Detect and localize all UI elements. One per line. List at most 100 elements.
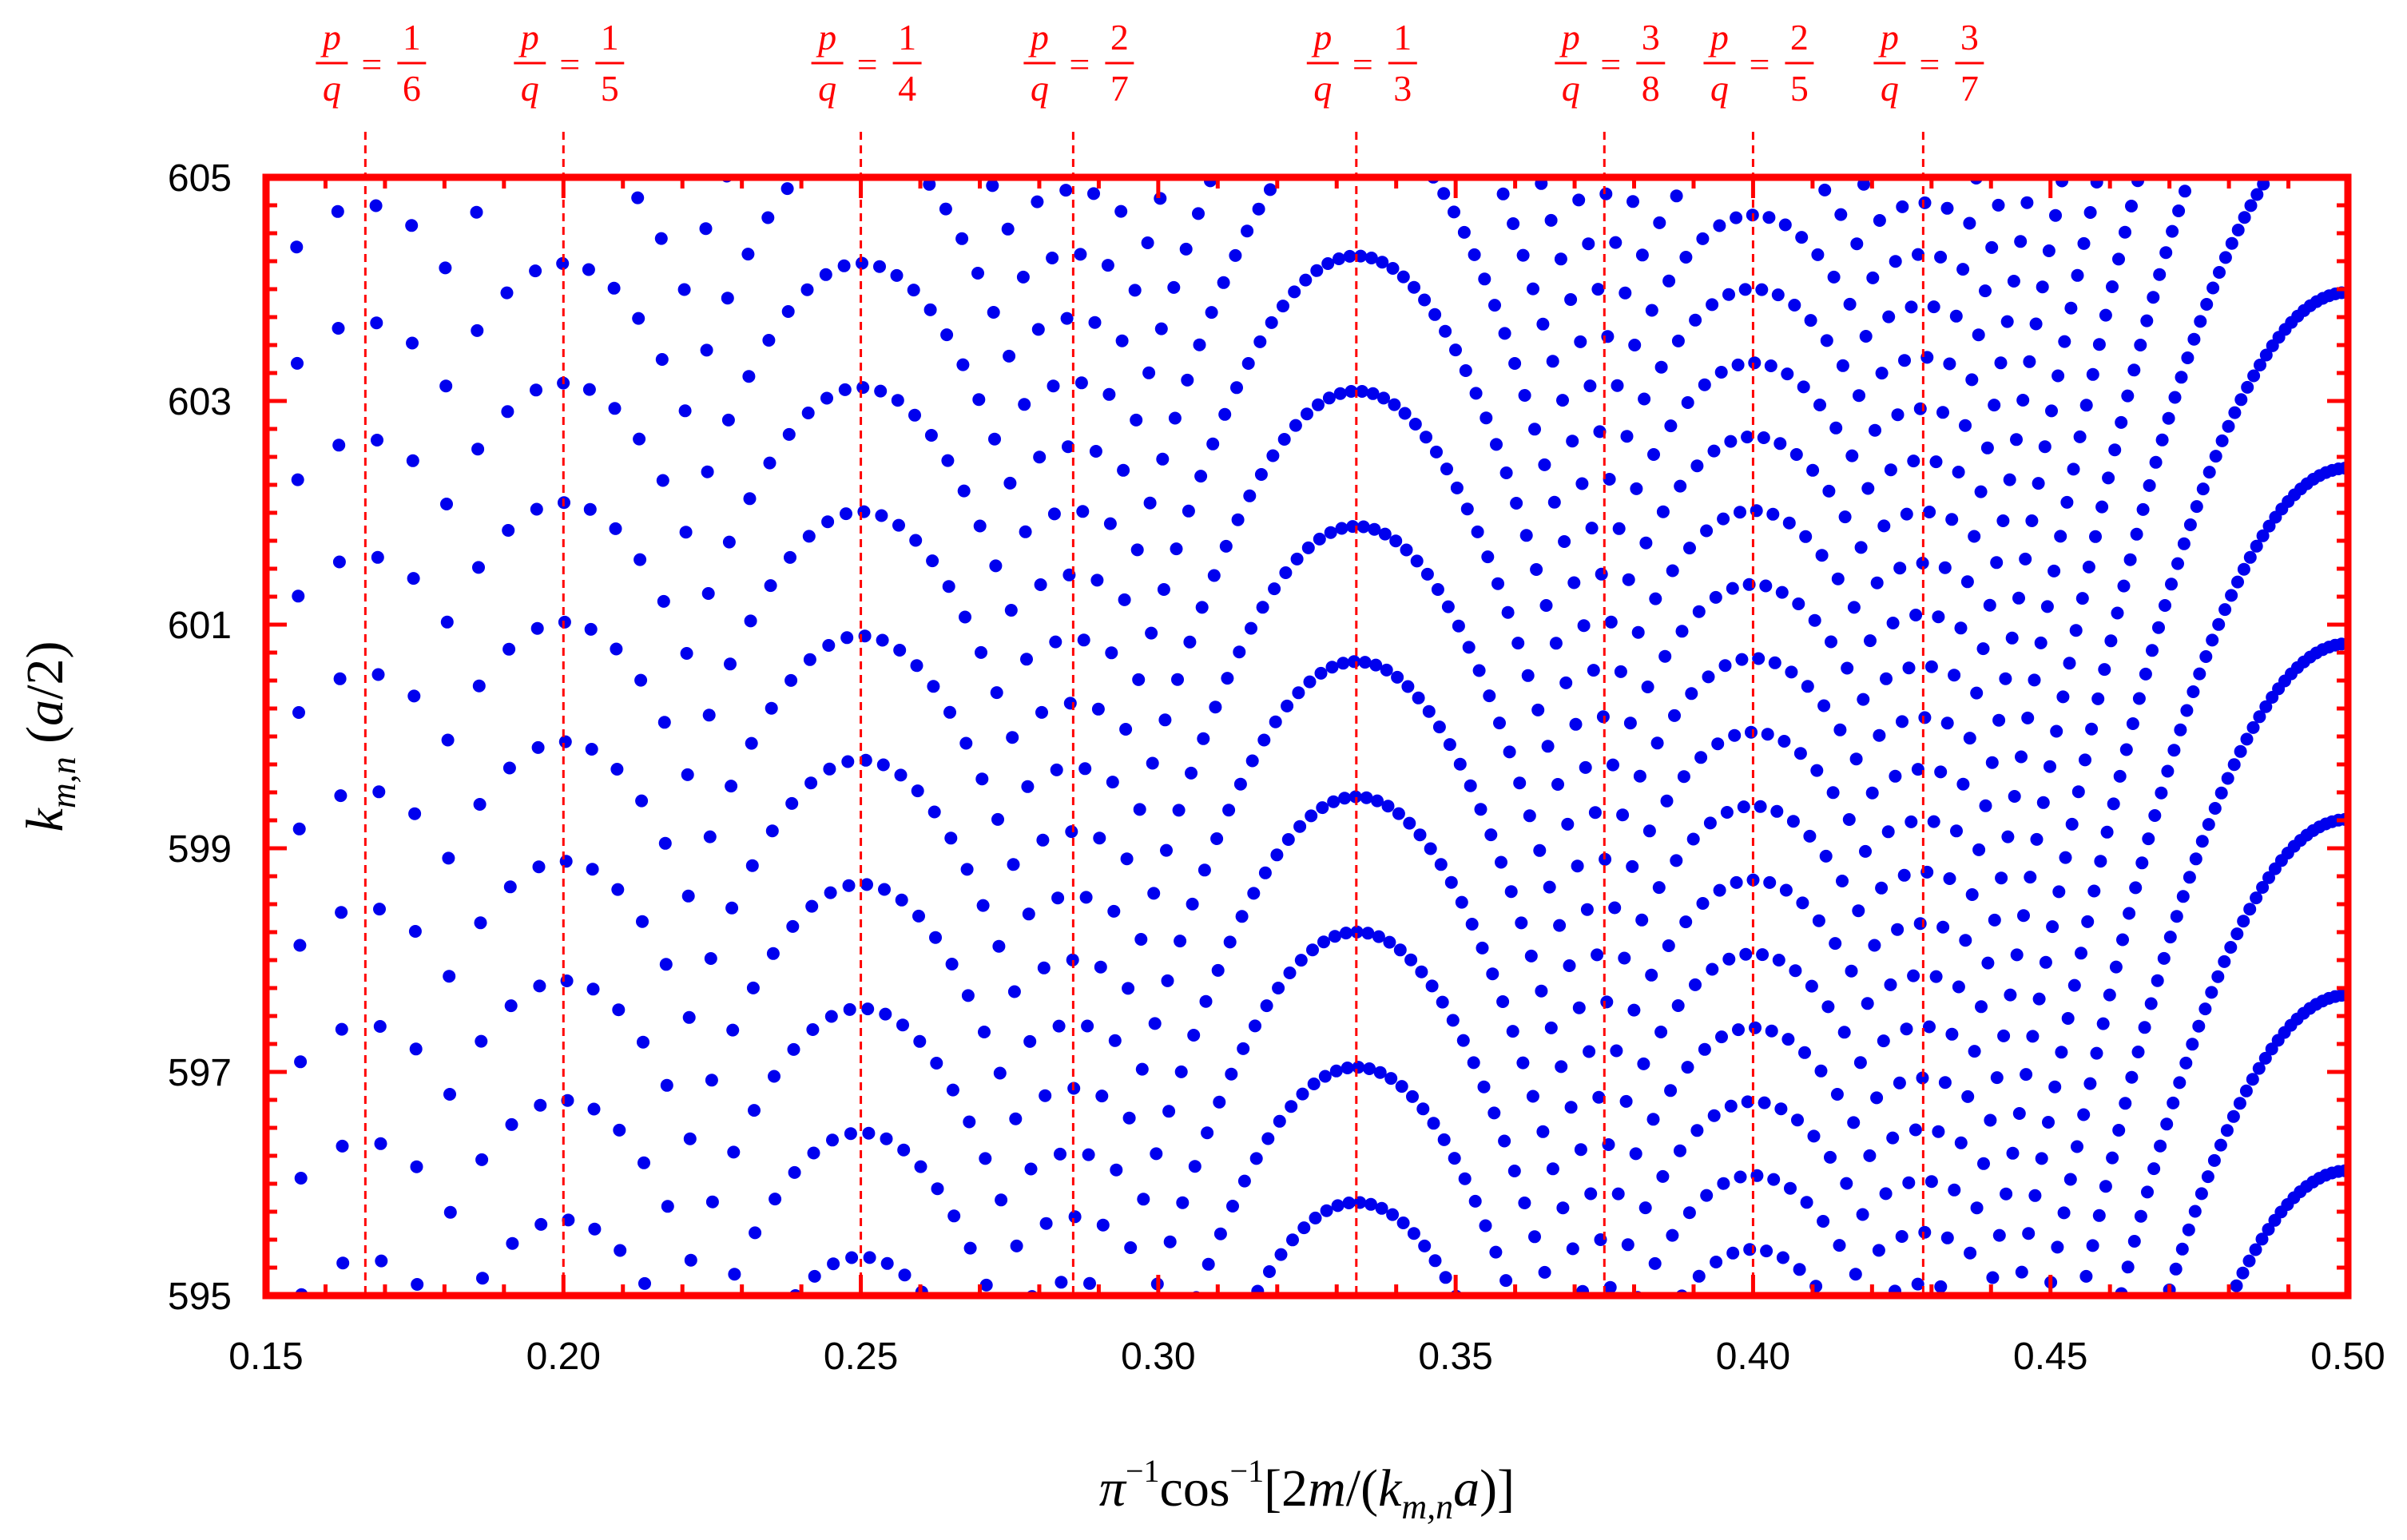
data-point <box>1679 915 1693 929</box>
data-point <box>702 708 716 722</box>
data-point <box>1713 883 1726 897</box>
data-point <box>1341 1062 1354 1074</box>
data-point <box>945 958 959 970</box>
data-point <box>1664 1084 1678 1097</box>
data-point <box>1059 184 1073 197</box>
data-point <box>1378 527 1392 541</box>
data-point <box>1765 1024 1778 1038</box>
data-point <box>1356 520 1370 534</box>
data-point <box>408 807 422 820</box>
data-point <box>1641 681 1654 693</box>
data-point <box>1584 1187 1598 1201</box>
data-point <box>1868 939 1881 952</box>
data-point <box>1968 1045 1981 1058</box>
data-point <box>1207 569 1221 582</box>
data-point <box>1748 356 1762 370</box>
data-point <box>1465 918 1479 931</box>
data-point <box>2262 519 2276 533</box>
data-point <box>1047 507 1061 521</box>
data-point <box>1779 883 1793 897</box>
data-point <box>1444 875 1458 889</box>
data-point <box>1959 934 1972 947</box>
data-point <box>334 789 348 803</box>
data-point <box>1269 715 1282 728</box>
data-point <box>2134 339 2147 351</box>
data-point <box>1453 757 1467 771</box>
data-point <box>501 405 514 419</box>
data-point <box>476 1272 489 1285</box>
data-point <box>1825 635 1837 649</box>
data-point <box>1147 887 1161 900</box>
data-point <box>1943 872 1956 885</box>
data-point <box>1273 1114 1286 1128</box>
resonance-label: pq = 3 8 <box>1555 17 1666 109</box>
data-point <box>1293 820 1307 833</box>
data-point <box>2198 1002 2212 1016</box>
data-point <box>1301 541 1315 554</box>
data-point <box>1327 795 1341 808</box>
data-point <box>2226 1109 2240 1123</box>
data-point <box>1329 930 1341 943</box>
data-point <box>1755 283 1769 296</box>
data-point <box>439 379 453 393</box>
data-point <box>1737 800 1750 814</box>
data-point <box>1789 964 1802 978</box>
data-point <box>1007 858 1020 871</box>
data-point <box>1913 402 1927 415</box>
data-point <box>2183 518 2197 531</box>
data-point <box>979 1278 993 1292</box>
data-point <box>1001 222 1015 236</box>
data-point <box>584 622 598 636</box>
data-point <box>1645 968 1658 982</box>
data-point <box>1767 1173 1781 1186</box>
x-tick-labels: 0.15 0.20 0.25 0.30 0.35 0.40 0.45 0.50 <box>228 1336 2385 1378</box>
data-point <box>1730 875 1743 889</box>
data-point <box>844 1127 857 1141</box>
data-point <box>1653 216 1666 229</box>
data-point <box>2012 591 2025 605</box>
data-point <box>1117 463 1130 477</box>
data-point <box>2140 314 2154 327</box>
data-point <box>1968 530 1981 543</box>
data-point <box>1884 978 1897 991</box>
data-point <box>1294 954 1308 967</box>
data-point <box>1469 387 1483 400</box>
data-point <box>1972 843 1986 856</box>
data-point <box>683 1132 697 1145</box>
data-point <box>2208 802 2222 815</box>
data-point <box>2008 790 2021 803</box>
data-point <box>1352 1061 1365 1074</box>
data-point <box>2007 275 2020 288</box>
data-point <box>1800 1196 1813 1209</box>
data-point <box>2254 359 2266 371</box>
data-point <box>2126 717 2139 730</box>
data-point <box>1506 1025 1519 1038</box>
ratio-q-symbol: q <box>521 68 539 109</box>
data-point <box>1954 1136 1968 1149</box>
data-point <box>1762 211 1776 224</box>
data-point <box>1213 1227 1227 1240</box>
data-point <box>1437 1133 1451 1146</box>
data-point <box>1704 152 1717 165</box>
data-point <box>1793 747 1807 760</box>
data-point <box>1551 778 1564 791</box>
data-point <box>1585 522 1599 535</box>
data-point <box>1049 635 1062 649</box>
data-point <box>1163 1235 1177 1248</box>
data-point <box>1513 776 1527 790</box>
data-point <box>1814 1064 1828 1078</box>
data-point <box>1896 200 1909 213</box>
data-point <box>1583 1045 1596 1058</box>
data-point <box>586 982 600 996</box>
data-point <box>2106 1151 2119 1165</box>
data-point <box>1479 1219 1492 1232</box>
data-point <box>2166 224 2179 238</box>
data-point <box>1711 737 1725 751</box>
data-point <box>1310 264 1324 277</box>
data-point <box>741 248 755 261</box>
data-point <box>1777 735 1791 748</box>
data-point <box>898 1268 912 1282</box>
data-point <box>1420 567 1434 581</box>
data-point <box>2085 722 2099 736</box>
data-point <box>787 1042 800 1056</box>
